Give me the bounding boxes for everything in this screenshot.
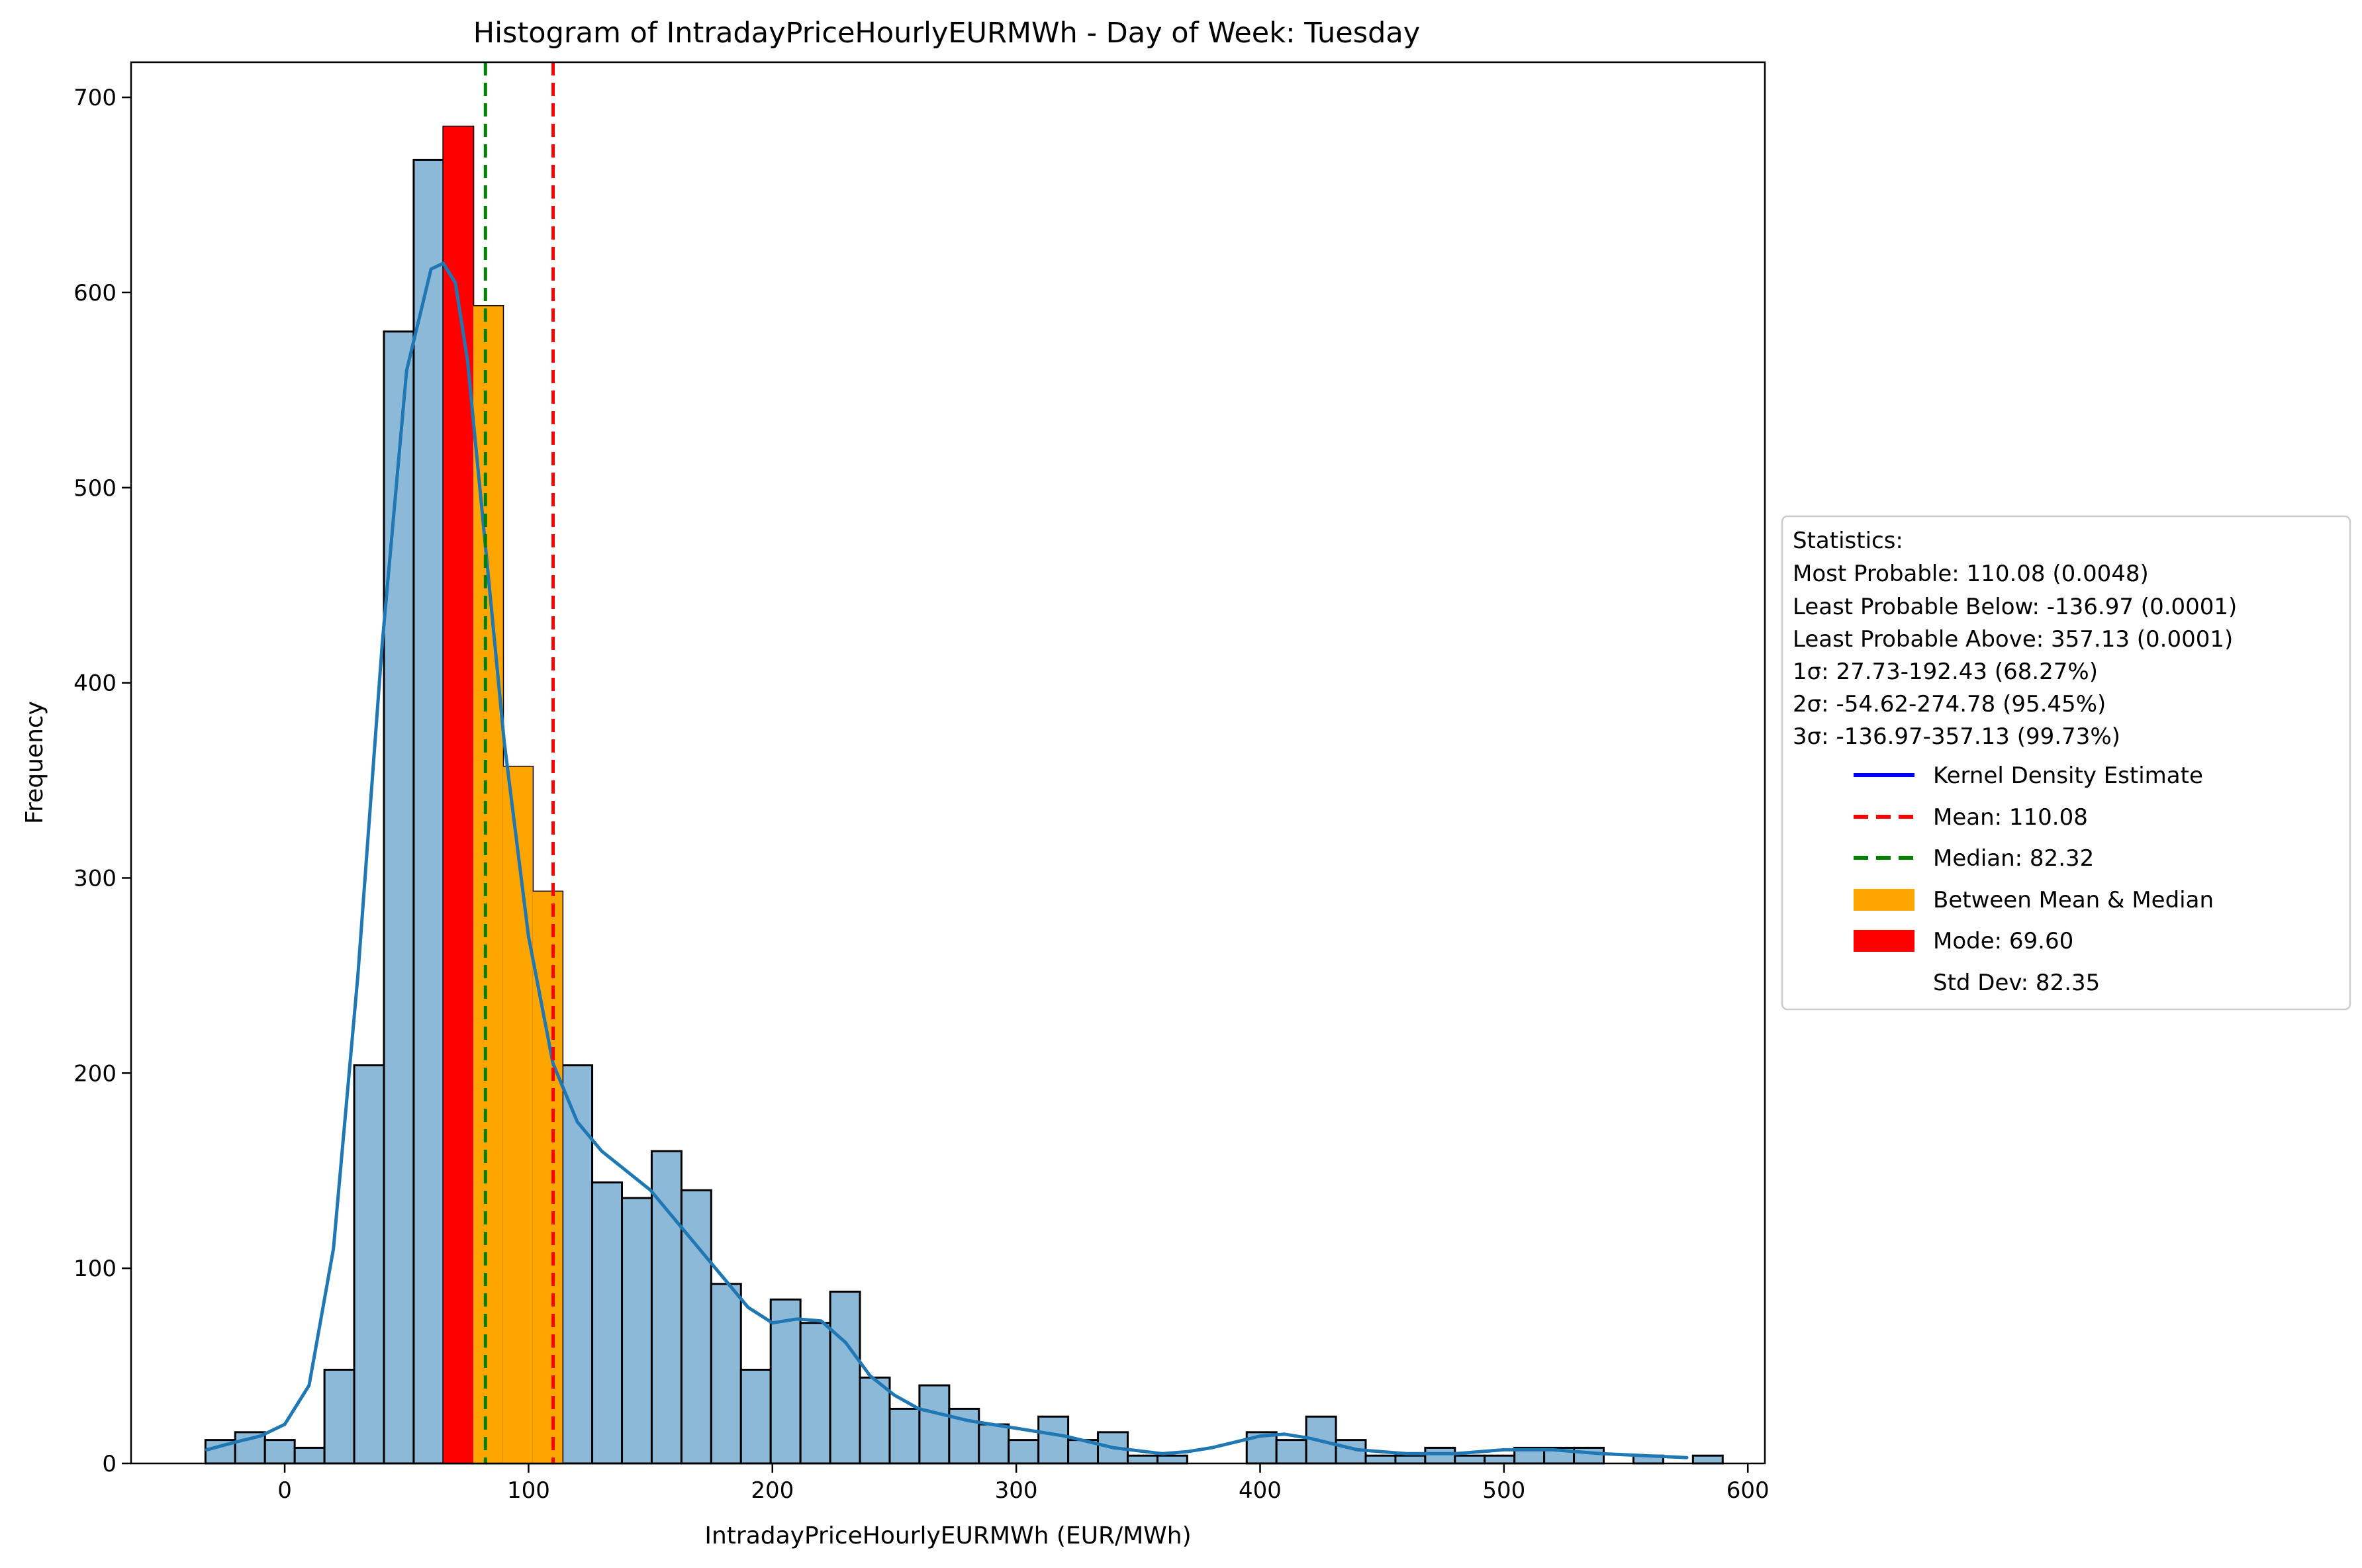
histogram-bar [1156,1454,1188,1465]
y-tick-label: 400 [73,670,117,697]
histogram-bar [1573,1446,1605,1465]
legend-mode-swatch [1854,930,1914,952]
y-tick-label: 700 [73,85,117,111]
histogram-bar [263,1439,296,1465]
x-tick-label: 600 [1726,1477,1770,1504]
legend-median-label: Median: 82.32 [1933,845,2094,872]
x-tick-label: 500 [1482,1477,1525,1504]
histogram-bar [591,1181,624,1465]
histogram-bar [293,1446,326,1465]
x-tick-label: 300 [995,1477,1038,1504]
x-axis-label: IntradayPriceHourlyEURMWh (EUR/MWh) [704,1522,1191,1549]
legend-stats-line: 3σ: -136.97-357.13 (99.73%) [1793,723,2120,750]
histogram-bar [859,1376,891,1465]
histogram-bar [888,1407,921,1465]
histogram-bar [1424,1446,1456,1465]
histogram-bar [1126,1454,1158,1465]
histogram-bar [1275,1439,1307,1465]
histogram-bar [383,330,415,1465]
between-mean-median-bar [473,306,503,1464]
y-tick-label: 300 [73,865,117,892]
x-tick-label: 200 [751,1477,794,1504]
histogram-bar [621,1197,653,1465]
x-tick-label: 0 [277,1477,292,1504]
chart-title: Histogram of IntradayPriceHourlyEURMWh -… [473,17,1420,50]
legend-between-swatch [1854,889,1914,911]
legend-stats-line: 2σ: -54.62-274.78 (95.45%) [1793,691,2106,717]
legend: Statistics: Most Probable: 110.08 (0.004… [1781,515,2351,1011]
histogram-bar [323,1368,355,1465]
y-tick-label: 500 [73,475,117,502]
y-axis-label: Frequency [21,701,48,824]
histogram-bar [799,1322,831,1465]
legend-mean-label: Mean: 110.08 [1933,804,2088,831]
histogram-bar [1691,1454,1724,1465]
y-tick-label: 0 [102,1451,117,1477]
legend-stats-line: 1σ: 27.73-192.43 (68.27%) [1793,659,2098,685]
histogram-bar [412,158,445,1465]
legend-stats-line: Least Probable Below: -136.97 (0.0001) [1793,594,2237,620]
plot-frame [130,61,1766,1465]
legend-stats-line: Least Probable Above: 357.13 (0.0001) [1793,626,2233,653]
histogram-bar [1364,1454,1397,1465]
legend-stats-title: Statistics: [1793,528,1903,554]
histogram-bar [1484,1454,1516,1465]
histogram-bar [561,1064,594,1465]
x-tick-label: 100 [507,1477,550,1504]
histogram-bar [1008,1439,1040,1465]
histogram-bar [739,1368,772,1465]
histogram-bar [710,1283,742,1465]
histogram-bar [918,1384,951,1465]
histogram-bar [978,1423,1010,1465]
legend-box [1781,515,2351,1011]
histogram-bar [1394,1454,1427,1465]
legend-stddev-label: Std Dev: 82.35 [1933,970,2100,996]
histogram-bar [353,1064,385,1465]
plot-area [204,62,1724,1465]
mode-bar [443,126,473,1463]
legend-mode-label: Mode: 69.60 [1933,928,2073,954]
legend-between-label: Between Mean & Median [1933,887,2214,913]
y-tick-label: 600 [73,280,117,306]
x-tick-label: 400 [1239,1477,1282,1504]
axes: 0 100 200 300 400 500 600 0 100 200 300 400 500 600 70… [73,85,1770,1504]
kde-curve [205,261,1689,1459]
y-tick-label: 200 [73,1060,117,1087]
histogram-bar [1037,1415,1070,1465]
between-mean-median-bar [502,766,533,1463]
legend-stats-line: Most Probable: 110.08 (0.0048) [1793,561,2149,587]
histogram-bar [829,1291,861,1465]
legend-kde-label: Kernel Density Estimate [1933,762,2203,789]
histogram-bar [1454,1454,1486,1465]
y-tick-label: 100 [73,1256,117,1282]
